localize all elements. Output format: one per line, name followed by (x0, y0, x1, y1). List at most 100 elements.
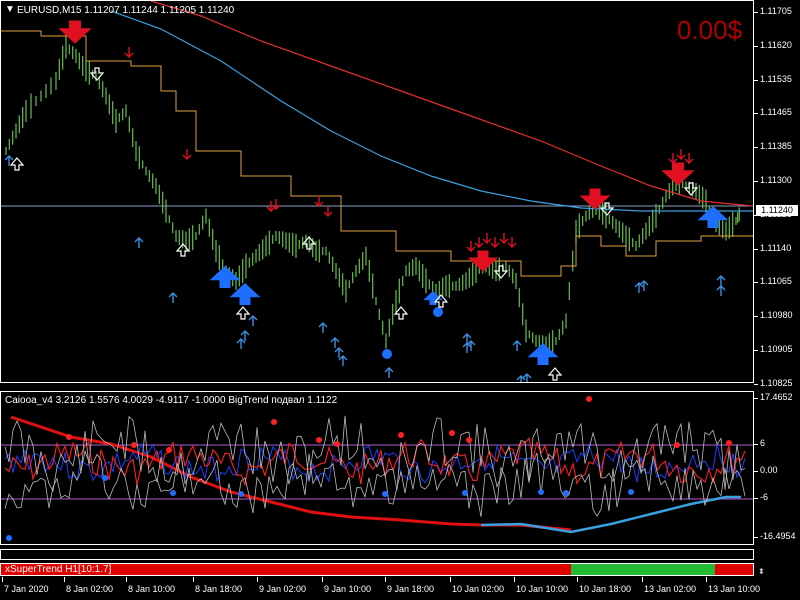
osc-red-line (4, 436, 746, 487)
exit-arrow-up-shape (175, 243, 191, 257)
small-buy-arrow (462, 342, 472, 353)
osc-peak-dot (726, 440, 732, 446)
osc-trough-dot (238, 491, 244, 497)
current-price-box: 1.11240 (756, 205, 798, 216)
price-axis-tick (754, 79, 758, 81)
exit-arrow-down-shape (599, 202, 615, 216)
time-axis-label: 9 Jan 18:00 (387, 584, 435, 594)
small-buy-arrow (4, 155, 14, 166)
buy-arrow (697, 206, 729, 228)
time-axis-tick (64, 577, 65, 582)
small-sell-arrow-shape (182, 149, 192, 160)
exit-arrow-down-shape (89, 67, 105, 81)
small-sell-arrow (672, 163, 682, 174)
small-buy-arrow-shape (240, 330, 250, 341)
buy-arrow-shape (527, 343, 559, 365)
exit-arrow-up (301, 236, 317, 250)
price-axis-tick (754, 383, 758, 385)
small-sell-arrow-shape (466, 241, 476, 252)
oscillator-title: Caiooa_v4 3.2126 1.5576 4.0029 -4.9117 -… (5, 395, 338, 406)
small-buy-arrow-shape (716, 275, 726, 286)
small-buy-arrow-shape (522, 373, 532, 382)
supertrend-bull-segment (571, 564, 715, 575)
small-buy-arrow-shape (634, 282, 644, 293)
small-sell-arrow-shape (684, 153, 694, 164)
small-buy-arrow-shape (516, 375, 526, 382)
empty-indicator-pane[interactable] (0, 549, 754, 560)
small-sell-arrow-shape (499, 233, 509, 244)
exit-arrow-down (89, 67, 105, 81)
chart-title: EURUSD,M15 1.11207 1.11244 1.11205 1.112… (17, 5, 235, 16)
price-axis-tick (754, 316, 758, 318)
exit-arrow-up-shape (393, 306, 409, 320)
supertrend-bear-segment (715, 564, 753, 575)
small-buy-arrow (318, 322, 328, 333)
osc-peak-dot (131, 442, 137, 448)
small-buy-arrow (639, 280, 649, 291)
exit-arrow-down (599, 202, 615, 216)
time-axis-label: 10 Jan 02:00 (452, 584, 505, 594)
oscillator-axis-label: 6 (760, 438, 766, 448)
small-sell-arrow-shape (124, 47, 134, 58)
price-axis-label: 1.11705 (760, 6, 792, 16)
small-sell-arrow (499, 233, 509, 244)
small-sell-arrow-shape (490, 237, 500, 248)
oscillator-axis-label: 17.4652 (760, 392, 793, 402)
time-axis-tick (514, 577, 515, 582)
small-buy-arrow (248, 315, 258, 326)
time-axis-label: 8 Jan 02:00 (66, 584, 114, 594)
sell-arrow-shape (58, 20, 92, 44)
osc-trough-dot (170, 490, 176, 496)
price-axis[interactable]: 1.11705 1.11620 1.11535 1.11465 1.11385 1.113… (754, 0, 800, 388)
small-buy-arrow (168, 292, 178, 303)
osc-blue-line (4, 442, 746, 484)
oscillator-axis[interactable]: 17.4652 6 0.00 -6 -16.4954 (754, 391, 800, 545)
price-axis-tick (754, 350, 758, 351)
exit-arrow-up (393, 306, 409, 320)
small-buy-arrow-shape (318, 322, 328, 333)
exit-arrow-up (235, 306, 251, 320)
small-sell-arrow (124, 47, 134, 58)
price-axis-tick (754, 45, 758, 47)
small-sell-arrow-shape (474, 237, 484, 248)
buy-arrow (209, 266, 241, 288)
supertrend-canvas (1, 564, 753, 575)
time-axis-tick (706, 577, 707, 582)
buy-arrow-shape (697, 206, 729, 228)
oscillator-canvas[interactable] (1, 392, 753, 544)
time-axis-label: 7 Jan 2020 (4, 584, 49, 594)
price-chart-pane[interactable]: ▼ EURUSD,M15 1.11207 1.11244 1.11205 1.1… (0, 0, 754, 383)
exit-arrow-down-shape (493, 265, 509, 279)
buy-dot (433, 307, 443, 317)
buy-arrow-shape (423, 291, 443, 305)
supertrend-pane[interactable]: xSuperTrend H1[10:1.7] (0, 563, 754, 576)
small-buy-arrow (240, 330, 250, 341)
small-buy-arrow (716, 275, 726, 286)
small-sell-arrow (474, 237, 484, 248)
time-axis-tick (385, 577, 386, 582)
exit-arrow-down (683, 182, 699, 196)
time-axis-label: 13 Jan 02:00 (644, 584, 697, 594)
small-sell-arrow (676, 149, 686, 160)
chart-title-icon: ▼ (5, 4, 15, 15)
price-chart-canvas[interactable] (1, 1, 753, 382)
small-buy-arrow-shape (4, 155, 14, 166)
scroll-icon[interactable]: ⬍ (758, 567, 765, 576)
exit-arrow-down-shape (683, 182, 699, 196)
exit-arrow-up-shape (9, 157, 25, 171)
osc-trough-dot (628, 489, 634, 495)
osc-peak-dot (674, 442, 680, 448)
exit-arrow-up (175, 243, 191, 257)
exit-arrow-up-shape (301, 236, 317, 250)
exit-arrow-up (433, 294, 449, 308)
small-sell-arrow (323, 206, 333, 217)
small-buy-arrow (516, 375, 526, 382)
osc-peak-dot (334, 441, 340, 447)
osc-peak-dot (316, 437, 322, 443)
time-axis-tick (126, 577, 127, 582)
oscillator-pane[interactable]: Caiooa_v4 3.2126 1.5576 4.0029 -4.9117 -… (0, 391, 754, 545)
small-buy-arrow-shape (334, 347, 344, 358)
supertrend-label: xSuperTrend H1[10:1.7] (5, 564, 112, 575)
small-buy-arrow (522, 373, 532, 382)
osc-trough-dot (102, 475, 108, 481)
